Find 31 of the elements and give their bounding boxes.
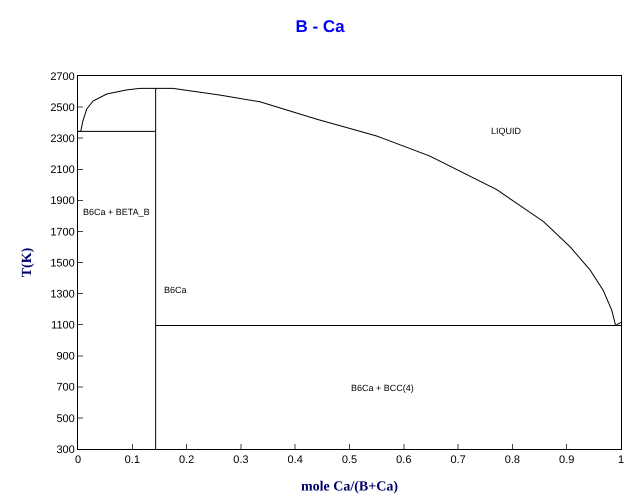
x-tick-label: 0.9 — [559, 454, 574, 466]
annotation: B6Ca — [164, 285, 187, 295]
annotation: B6Ca + BETA_B — [83, 207, 150, 217]
y-tick-label: 2100 — [50, 164, 75, 176]
x-tick-label: 0.2 — [178, 454, 194, 466]
y-tick-label: 1300 — [50, 288, 75, 300]
x-tick-label: 0.6 — [396, 454, 412, 466]
y-tick-label: 2300 — [50, 133, 75, 146]
y-tick-label: 1100 — [51, 320, 75, 332]
y-tick-label: 2500 — [50, 102, 75, 114]
x-tick-label: 0.5 — [342, 454, 358, 466]
annotation: LIQUID — [491, 126, 522, 136]
x-tick-label: 1 — [618, 454, 624, 466]
y-tick-label: 700 — [56, 382, 75, 394]
chart-title: B - Ca — [295, 17, 346, 36]
x-tick-label: 0.3 — [233, 454, 249, 466]
x-tick-label: 0 — [74, 454, 82, 466]
y-tick-label: 900 — [56, 350, 75, 363]
x-tick-label: 0.1 — [124, 454, 140, 466]
y-tick-label: 300 — [56, 444, 75, 456]
y-tick-label: 2700 — [50, 70, 75, 83]
x-tick-label: 0.8 — [504, 454, 520, 466]
y-tick-label: 1500 — [50, 257, 75, 270]
x-axis-title: mole Ca/(B+Ca) — [300, 480, 398, 494]
x-tick-label: 0.7 — [450, 454, 466, 466]
y-tick-label: 1900 — [50, 195, 75, 208]
x-tick-label: 0.4 — [288, 454, 303, 466]
y-axis-title: T(K) — [20, 247, 35, 278]
y-tick-label: 500 — [56, 412, 75, 425]
y-tick-label: 1700 — [50, 226, 75, 238]
annotation: B6Ca + BCC(4) — [351, 383, 414, 393]
